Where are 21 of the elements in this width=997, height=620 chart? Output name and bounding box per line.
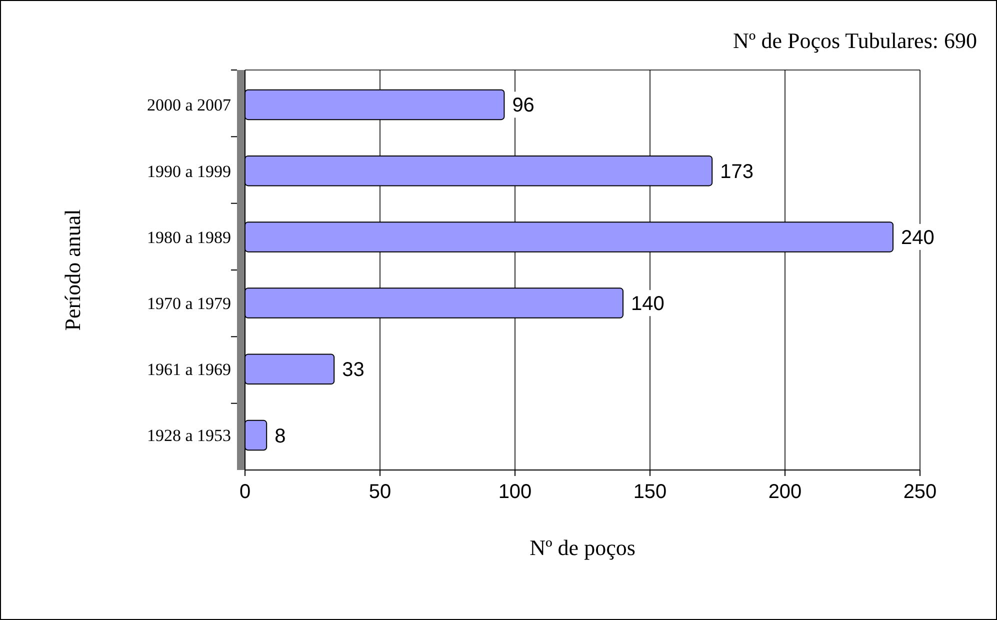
data-label: 140 (631, 293, 664, 316)
y-tick-label: 1961 a 1969 (146, 360, 231, 380)
x-tick-label: 200 (768, 481, 802, 503)
y-tick-label: 1970 a 1979 (146, 294, 231, 314)
x-tick-label: 100 (498, 481, 532, 503)
x-tick-label: 150 (633, 481, 667, 503)
text: Nº de Poços Tubulares: 690 (733, 28, 977, 53)
x-axis-title: Nº de poços (530, 535, 636, 560)
x-tick-label: 0 (239, 481, 251, 503)
y-tick-label: 1980 a 1989 (146, 228, 231, 247)
data-label: 8 (274, 425, 286, 448)
y-axis-title: Período anual (60, 209, 85, 331)
y-tick-label: 1990 a 1999 (146, 162, 231, 181)
x-tick-label: 250 (903, 481, 937, 503)
y-tick-label: 2000 a 2007 (146, 96, 232, 115)
data-label: 33 (342, 359, 364, 382)
x-tick-label: 50 (368, 481, 392, 503)
y-tick-label: 1928 a 1953 (146, 426, 231, 446)
data-label: 173 (720, 160, 754, 183)
data-label: 96 (512, 94, 534, 117)
data-label: 240 (901, 226, 934, 249)
